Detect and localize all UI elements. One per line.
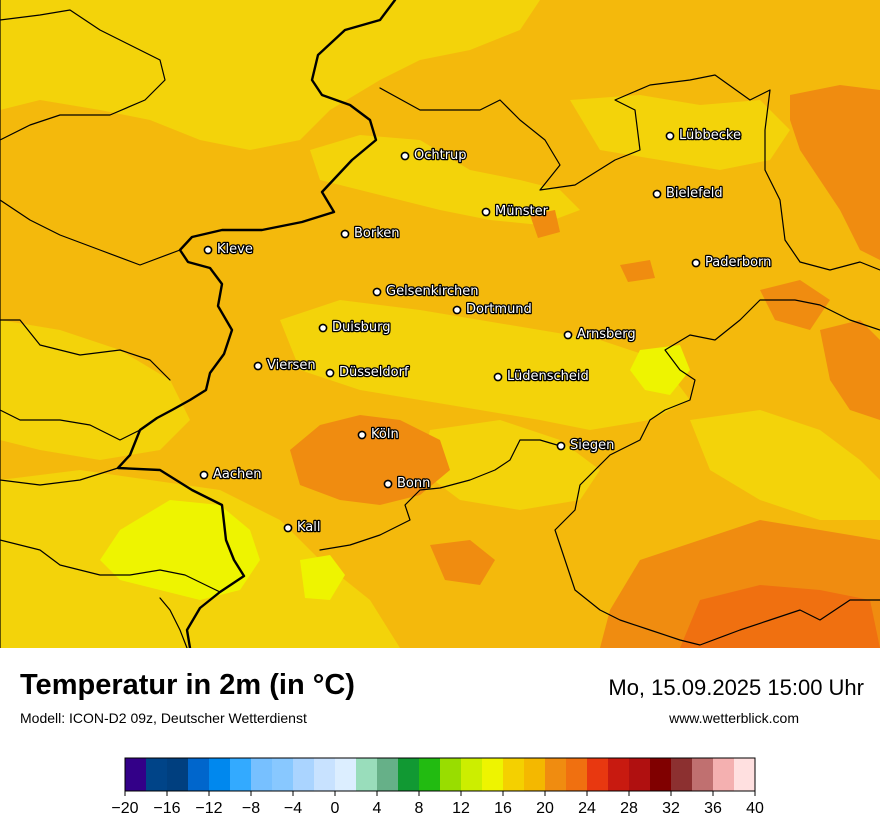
city-koeln[interactable]: Köln: [357, 426, 400, 443]
legend-swatch: [671, 758, 693, 791]
legend-tick-label: −12: [195, 800, 222, 817]
legend-tick-label: 28: [620, 800, 638, 817]
city-label: Köln: [371, 427, 399, 442]
city-aachen[interactable]: Aachen: [199, 466, 263, 483]
legend-swatch: [713, 758, 735, 791]
legend-swatch: [356, 758, 378, 791]
city-luebbecke[interactable]: Lübbecke: [665, 127, 742, 144]
legend-ticks: −20 −16 −12 −8 −4 0 4 8 12 16 20 24 28 32 36 40: [111, 791, 764, 817]
legend-swatch: [335, 758, 357, 791]
temperature-zones-cool-14: [100, 345, 690, 600]
legend-swatch: [188, 758, 210, 791]
color-legend: −20 −16 −12 −8 −4 0 4 8 12 16 20 24 28 32 36 40: [111, 757, 764, 817]
legend-tick-label: 24: [578, 800, 596, 817]
website-link[interactable]: www.wetterblick.com: [669, 710, 799, 726]
legend-swatch: [545, 758, 567, 791]
city-kall[interactable]: Kall: [283, 519, 322, 536]
city-label: Kleve: [217, 242, 253, 257]
legend-tick-label: 32: [662, 800, 680, 817]
legend-swatch: [440, 758, 462, 791]
city-borken[interactable]: Borken: [340, 225, 401, 242]
legend-swatches: [125, 758, 756, 791]
legend-swatch: [272, 758, 294, 791]
legend-swatch: [230, 758, 252, 791]
legend-frame: [124, 757, 756, 792]
legend-swatch: [398, 758, 420, 791]
legend-swatch: [587, 758, 609, 791]
legend-tick-label: −16: [153, 800, 180, 817]
national-border: [116, 0, 397, 648]
city-label: Münster: [495, 204, 549, 219]
legend-swatch: [650, 758, 672, 791]
city-viersen[interactable]: Viersen: [253, 357, 317, 374]
city-label: Lübbecke: [679, 128, 741, 143]
city-arnsberg[interactable]: Arnsberg: [563, 326, 637, 343]
legend-swatch: [146, 758, 168, 791]
city-label: Paderborn: [705, 255, 771, 270]
legend-swatch: [524, 758, 546, 791]
city-kleve[interactable]: Kleve: [203, 241, 254, 258]
legend-tick-label: 8: [415, 800, 424, 817]
city-label: Aachen: [213, 467, 261, 482]
legend-swatch: [566, 758, 588, 791]
city-duesseldorf[interactable]: Düsseldorf: [325, 364, 410, 381]
city-dortmund[interactable]: Dortmund: [452, 301, 533, 318]
city-bonn[interactable]: Bonn: [383, 475, 432, 492]
legend-tick-label: −4: [284, 800, 302, 817]
temperature-zones-warm-16: [0, 0, 880, 648]
temperature-map: Ochtrup Lübbecke Bielefeld Münster Borke…: [0, 0, 880, 648]
legend-swatch: [629, 758, 651, 791]
legend-tick-label: 12: [452, 800, 470, 817]
legend-tick-label: 4: [373, 800, 382, 817]
legend-tick-label: −20: [111, 800, 138, 817]
city-gelsenkirchen[interactable]: Gelsenkirchen: [372, 283, 480, 300]
legend-swatch: [377, 758, 399, 791]
city-label: Dortmund: [466, 302, 532, 317]
city-duisburg[interactable]: Duisburg: [318, 319, 392, 336]
legend-tick-label: 0: [331, 800, 340, 817]
legend-tick-label: 16: [494, 800, 512, 817]
city-luedenscheid[interactable]: Lüdenscheid: [493, 368, 590, 385]
legend-swatch: [314, 758, 336, 791]
legend-swatch: [608, 758, 630, 791]
legend-swatch: [503, 758, 525, 791]
city-markers: Ochtrup Lübbecke Bielefeld Münster Borke…: [199, 127, 773, 536]
city-label: Kall: [297, 520, 321, 535]
city-label: Viersen: [267, 358, 316, 373]
borders: [0, 0, 880, 648]
legend-swatch: [125, 758, 147, 791]
city-muenster[interactable]: Münster: [481, 203, 550, 220]
city-label: Siegen: [570, 438, 614, 453]
city-label: Düsseldorf: [339, 365, 409, 380]
legend-swatch: [419, 758, 441, 791]
city-label: Lüdenscheid: [507, 369, 589, 384]
state-border: [0, 0, 880, 648]
legend-swatch: [482, 758, 504, 791]
forecast-datetime: Mo, 15.09.2025 15:00 Uhr: [608, 675, 864, 700]
city-label: Bonn: [397, 476, 430, 491]
legend-swatch: [461, 758, 483, 791]
city-label: Arnsberg: [577, 327, 636, 342]
city-bielefeld[interactable]: Bielefeld: [652, 185, 724, 202]
legend-swatch: [167, 758, 189, 791]
legend-tick-label: 20: [536, 800, 554, 817]
city-label: Bielefeld: [666, 186, 723, 201]
city-label: Ochtrup: [414, 148, 467, 163]
legend-tick-label: −8: [242, 800, 260, 817]
legend-tick-label: 40: [746, 800, 764, 817]
legend-swatch: [734, 758, 756, 791]
city-siegen[interactable]: Siegen: [556, 437, 616, 454]
map-title: Temperatur in 2m (in °C): [20, 669, 355, 701]
legend-swatch: [692, 758, 714, 791]
legend-swatch: [251, 758, 273, 791]
model-info: Modell: ICON-D2 09z, Deutscher Wetterdie…: [20, 710, 307, 726]
city-label: Borken: [354, 226, 400, 241]
city-ochtrup[interactable]: Ochtrup: [400, 147, 468, 164]
legend-tick-label: 36: [704, 800, 722, 817]
city-paderborn[interactable]: Paderborn: [691, 254, 773, 271]
legend-swatch: [293, 758, 315, 791]
legend-swatch: [209, 758, 231, 791]
city-label: Duisburg: [332, 320, 391, 335]
city-label: Gelsenkirchen: [386, 284, 479, 299]
